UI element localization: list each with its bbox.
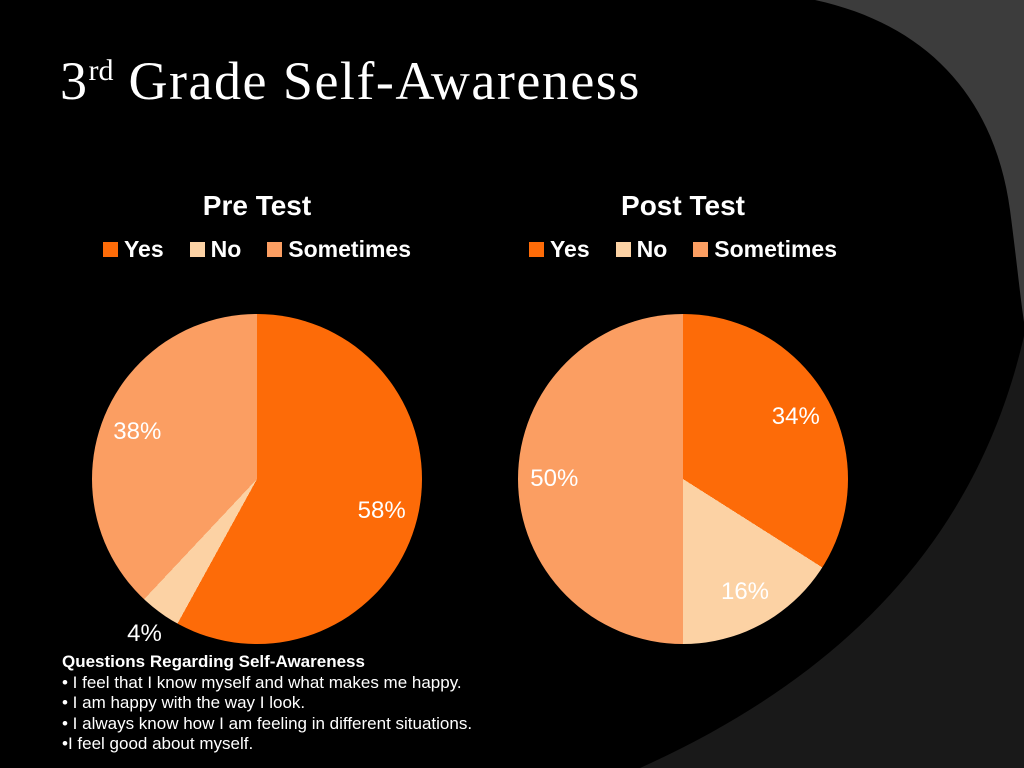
- corner-swoosh-shape: [815, 0, 1024, 322]
- legend-item-sometimes: Sometimes: [267, 236, 411, 262]
- notes-heading: Questions Regarding Self-Awareness: [62, 652, 365, 671]
- pie-slice-label: 16%: [720, 577, 770, 605]
- legend-item-yes: Yes: [528, 236, 590, 262]
- legend-swatch-icon: [267, 241, 283, 257]
- notes-bullet: •I feel good about myself.: [62, 734, 254, 753]
- notes-bullet: • I am happy with the way I look.: [62, 693, 306, 712]
- title-prefix: 3: [60, 51, 89, 111]
- pie-slice-label: 34%: [771, 402, 820, 430]
- legend-label: Yes: [549, 236, 590, 262]
- notes-block: Questions Regarding Self-Awareness • I f…: [62, 652, 702, 755]
- notes-bullet: • I feel that I know myself and what mak…: [62, 672, 462, 692]
- slide-title: 3rd Grade Self-Awareness: [60, 50, 641, 112]
- legend-swatch-icon: [693, 241, 709, 257]
- legend-label: No: [210, 236, 242, 262]
- notes-bullet: • I always know how I am feeling in diff…: [62, 713, 473, 733]
- legend-item-no: No: [189, 236, 242, 262]
- pre-test-pie-chart: [92, 314, 422, 644]
- bottom-swoosh-shape: [640, 336, 1024, 768]
- chart-title-post-test: Post Test: [621, 190, 745, 221]
- legend-item-sometimes: Sometimes: [693, 236, 837, 262]
- legend-label: Sometimes: [288, 236, 412, 262]
- title-superscript: rd: [88, 54, 114, 87]
- post-test-pie-area: 34% 16% 50%: [518, 314, 848, 644]
- pre-test-pie-area: 58% 4% 38%: [92, 314, 422, 647]
- pre-test-legend: Yes No Sometimes: [42, 236, 472, 262]
- legend-label: Yes: [123, 236, 164, 262]
- pie-slice-label: 50%: [530, 465, 579, 492]
- chart-title-pre-test: Pre Test: [202, 190, 312, 221]
- title-rest: Grade Self-Awareness: [113, 51, 641, 111]
- legend-label: Sometimes: [714, 236, 838, 262]
- legend-item-yes: Yes: [102, 236, 164, 262]
- post-test-pie-chart: [518, 314, 848, 644]
- legend-label: No: [636, 236, 668, 262]
- legend-swatch-icon: [189, 241, 205, 257]
- legend-swatch-icon: [615, 241, 631, 257]
- post-test-chart: Post Test Yes No Sometimes 34% 16% 50%: [468, 188, 898, 644]
- post-test-legend: Yes No Sometimes: [468, 236, 898, 262]
- pie-slice-label: 38%: [113, 417, 162, 445]
- legend-item-no: No: [615, 236, 668, 262]
- legend-swatch-icon: [528, 241, 544, 257]
- pre-test-chart: Pre Test Yes No Sometimes 58% 4% 38%: [42, 188, 472, 647]
- pie-slice-label: 58%: [357, 497, 406, 524]
- pie-slice-label: 4%: [127, 619, 162, 647]
- legend-swatch-icon: [102, 241, 118, 257]
